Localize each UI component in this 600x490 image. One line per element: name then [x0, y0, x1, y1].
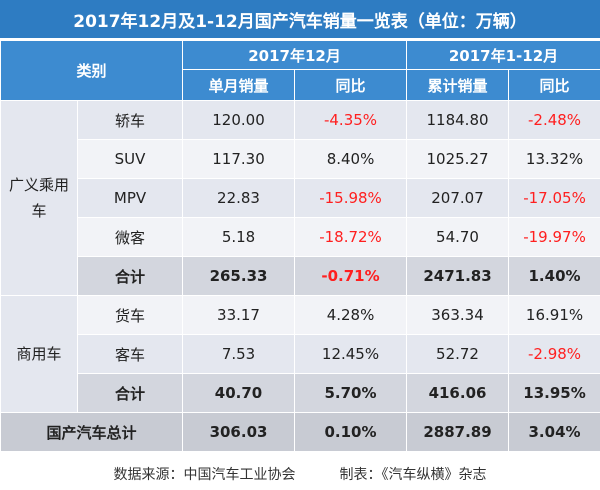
header-row-periods: 类别 2017年12月 2017年1-12月 — [0, 40, 600, 101]
grand-total-monthly-yoy: 0.10% — [294, 412, 408, 452]
header-yoy-month: 同比 — [294, 69, 408, 101]
table-maker: 制表：《汽车纵横》杂志 — [339, 467, 487, 483]
monthly-sales: 120.00 — [182, 100, 296, 140]
table-row: SUV 117.30 8.40% 1025.27 13.32% — [1, 139, 600, 179]
monthly-yoy: 8.40% — [294, 139, 408, 179]
subtotal-monthly-yoy: -0.71% — [294, 256, 408, 296]
vehicle-type: 微客 — [76, 217, 184, 257]
cumulative-yoy: -17.05% — [508, 178, 600, 218]
cumulative-yoy: 16.91% — [508, 295, 600, 335]
subtotal-monthly-sales: 265.33 — [182, 256, 296, 296]
monthly-yoy: 4.28% — [294, 295, 408, 335]
subtotal-cumulative-sales: 2471.83 — [406, 256, 510, 296]
monthly-sales: 5.18 — [182, 217, 296, 257]
cumulative-sales: 207.07 — [406, 178, 510, 218]
cumulative-sales: 52.72 — [406, 334, 510, 374]
subtotal-label: 合计 — [76, 256, 184, 296]
cumulative-sales: 54.70 — [406, 217, 510, 257]
group-label-passenger: 广义乘用车 — [0, 100, 78, 296]
table-title: 2017年12月及1-12月国产汽车销量一览表（单位：万辆） — [0, 0, 600, 38]
cumulative-yoy: 13.32% — [508, 139, 600, 179]
vehicle-type: 货车 — [76, 295, 184, 335]
vehicle-type: SUV — [76, 139, 184, 179]
vehicle-type: MPV — [76, 178, 184, 218]
group-label-commercial: 商用车 — [0, 295, 78, 413]
header-monthly-sales: 单月销量 — [182, 69, 296, 101]
table-row: MPV 22.83 -15.98% 207.07 -17.05% — [1, 178, 600, 218]
subtotal-cumulative-yoy: 1.40% — [508, 256, 600, 296]
grand-total-monthly-sales: 306.03 — [182, 412, 296, 452]
cumulative-yoy: -2.98% — [508, 334, 600, 374]
monthly-yoy: 12.45% — [294, 334, 408, 374]
cumulative-sales: 1184.80 — [406, 100, 510, 140]
header-period-ytd: 2017年1-12月 — [406, 40, 600, 70]
subtotal-cumulative-sales: 416.06 — [406, 373, 510, 413]
header-row-metrics: 单月销量 同比 累计销量 同比 — [1, 69, 600, 101]
cumulative-yoy: -2.48% — [508, 100, 600, 140]
monthly-sales: 22.83 — [182, 178, 296, 218]
grand-total-row: 国产汽车总计 306.03 0.10% 2887.89 3.04% — [0, 412, 600, 452]
vehicle-type: 轿车 — [76, 100, 184, 140]
header-yoy-ytd: 同比 — [508, 69, 600, 101]
monthly-yoy: -18.72% — [294, 217, 408, 257]
vehicle-type: 客车 — [76, 334, 184, 374]
subtotal-cumulative-yoy: 13.95% — [508, 373, 600, 413]
grand-total-cumulative-yoy: 3.04% — [508, 412, 600, 452]
monthly-yoy: -4.35% — [294, 100, 408, 140]
subtotal-label: 合计 — [76, 373, 184, 413]
table-row: 商用车 货车 33.17 4.28% 363.34 16.91% — [0, 295, 600, 413]
table-row: 微客 5.18 -18.72% 54.70 -19.97% — [1, 217, 600, 257]
header-cumulative-sales: 累计销量 — [406, 69, 510, 101]
cumulative-sales: 363.34 — [406, 295, 510, 335]
table-row: 客车 7.53 12.45% 52.72 -2.98% — [1, 334, 600, 374]
grand-total-cumulative-sales: 2887.89 — [406, 412, 510, 452]
cumulative-yoy: -19.97% — [508, 217, 600, 257]
monthly-yoy: -15.98% — [294, 178, 408, 218]
monthly-sales: 33.17 — [182, 295, 296, 335]
cumulative-sales: 1025.27 — [406, 139, 510, 179]
subtotal-row: 合计 265.33 -0.71% 2471.83 1.40% — [1, 256, 600, 296]
sales-table: 类别 2017年12月 2017年1-12月 单月销量 同比 累计销量 同比 广… — [0, 40, 600, 452]
grand-total-label: 国产汽车总计 — [0, 412, 184, 452]
table-row: 广义乘用车 轿车 120.00 -4.35% 1184.80 -2.48% — [0, 100, 600, 296]
data-source: 数据来源：中国汽车工业协会 — [113, 467, 296, 483]
subtotal-monthly-yoy: 5.70% — [294, 373, 408, 413]
monthly-sales: 7.53 — [182, 334, 296, 374]
header-category: 类别 — [0, 40, 184, 101]
footer-note: 数据来源：中国汽车工业协会 制表：《汽车纵横》杂志 — [0, 462, 600, 486]
subtotal-monthly-sales: 40.70 — [182, 373, 296, 413]
header-period-month: 2017年12月 — [182, 40, 408, 70]
monthly-sales: 117.30 — [182, 139, 296, 179]
subtotal-row: 合计 40.70 5.70% 416.06 13.95% — [1, 373, 600, 413]
